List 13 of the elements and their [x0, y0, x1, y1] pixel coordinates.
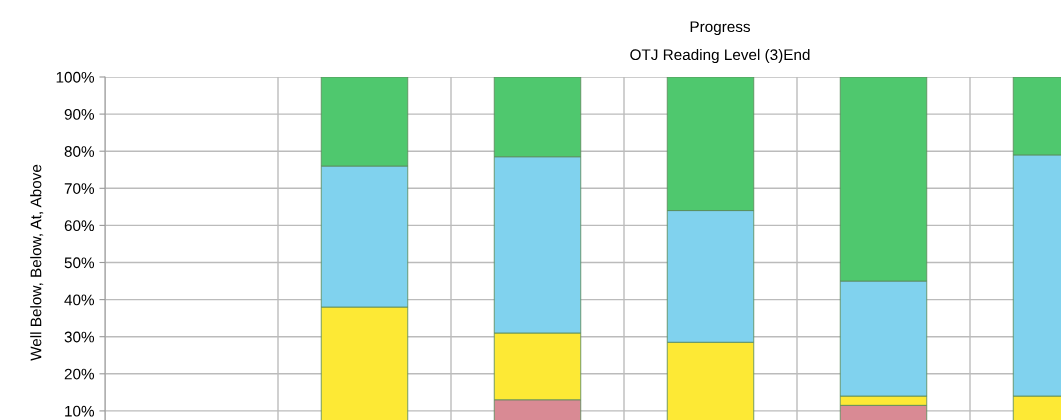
- y-tick-label: 30%: [64, 331, 95, 343]
- y-tick-label: 70%: [64, 183, 95, 194]
- y-tick-label: 10%: [65, 405, 95, 417]
- y-tick-label: 60%: [64, 220, 95, 232]
- y-tick-label: 40%: [64, 294, 95, 306]
- y-tick-label: 20%: [64, 368, 95, 380]
- y-tick-label: 90%: [64, 108, 95, 120]
- y-axis-title: Well Below, Below, At, Above: [30, 164, 44, 361]
- y-tick-label: 50%: [64, 257, 95, 269]
- chart-subtitle: OTJ Reading Level (3)End: [630, 48, 810, 64]
- y-tick-label: 80%: [64, 146, 95, 157]
- y-tick-label: 100%: [56, 71, 95, 83]
- chart-title: Progress: [690, 21, 751, 36]
